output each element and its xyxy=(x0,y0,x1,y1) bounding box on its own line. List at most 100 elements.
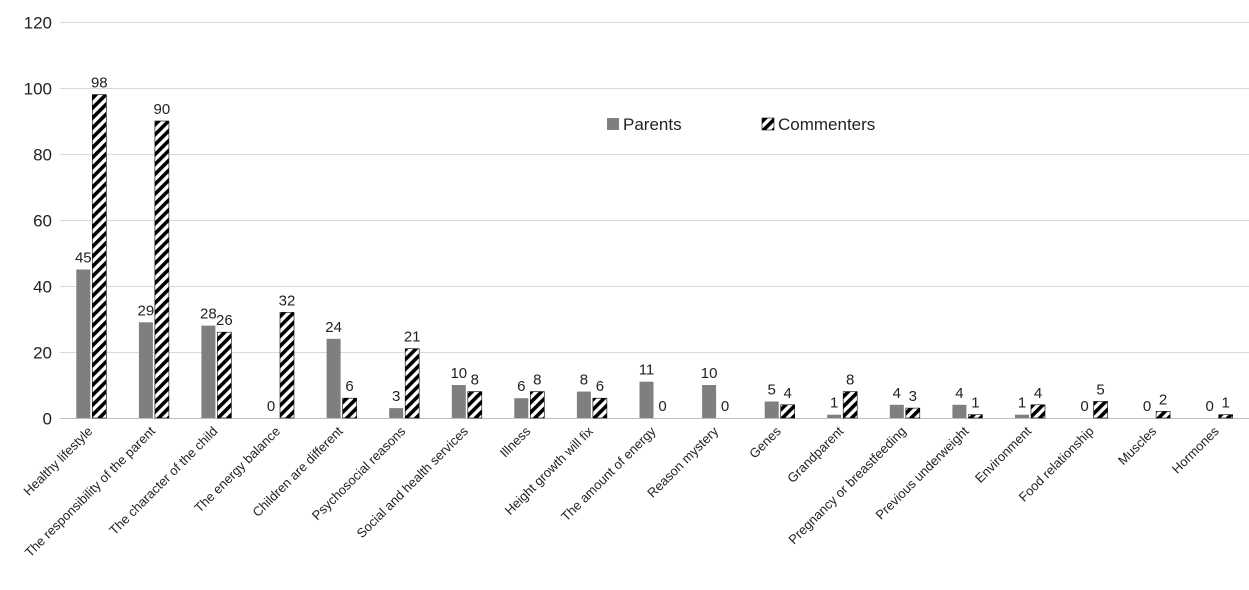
bar-parents xyxy=(389,408,404,418)
bar-parents xyxy=(76,269,91,418)
bar-parents xyxy=(889,404,904,418)
bar-parents xyxy=(952,404,967,418)
bar-commenters xyxy=(905,407,921,419)
x-tick-label: Genes xyxy=(746,423,784,461)
legend: Parents Commenters xyxy=(607,115,875,134)
bar-parents xyxy=(514,398,529,418)
data-label-parents: 10 xyxy=(701,365,718,382)
y-tick-label: 40 xyxy=(33,278,52,297)
data-label-commenters: 1 xyxy=(1222,395,1230,412)
data-label-parents: 0 xyxy=(1080,398,1088,415)
data-label-commenters: 8 xyxy=(471,372,479,389)
bar-commenters xyxy=(279,312,295,419)
bar-parents xyxy=(764,401,779,418)
bar-parents xyxy=(702,385,717,418)
data-label-parents: 11 xyxy=(639,362,655,379)
bar-parents xyxy=(576,391,591,418)
bar-commenters xyxy=(342,397,357,419)
data-label-commenters: 4 xyxy=(784,385,792,402)
data-label-commenters: 21 xyxy=(404,329,421,346)
data-label-parents: 1 xyxy=(1018,395,1026,412)
bar-parents xyxy=(451,385,466,418)
data-label-parents: 24 xyxy=(325,319,342,336)
y-tick-label: 20 xyxy=(33,344,52,363)
data-label-parents: 4 xyxy=(955,385,963,402)
data-label-parents: 29 xyxy=(138,302,155,319)
bar-commenters xyxy=(92,94,107,419)
data-label-parents: 28 xyxy=(200,306,217,323)
legend-item-parents: Parents xyxy=(607,115,682,134)
legend-label: Parents xyxy=(623,115,682,134)
data-label-commenters: 4 xyxy=(1034,385,1042,402)
bar-parents xyxy=(639,381,654,418)
y-tick-label: 120 xyxy=(24,14,52,33)
data-label-parents: 0 xyxy=(1206,398,1214,415)
x-tick-label: Social and health services xyxy=(354,423,472,541)
data-label-parents: 1 xyxy=(830,395,838,412)
data-label-parents: 10 xyxy=(450,365,467,382)
bar-commenters xyxy=(217,331,232,419)
y-tick-label: 0 xyxy=(43,410,52,429)
data-label-commenters: 3 xyxy=(909,388,917,405)
legend-swatch-parents xyxy=(607,118,619,130)
data-label-parents: 5 xyxy=(768,382,776,399)
data-label-parents: 8 xyxy=(580,372,588,389)
data-label-commenters: 1 xyxy=(971,395,979,412)
y-tick-label: 100 xyxy=(24,80,52,99)
bar-commenters xyxy=(154,120,170,419)
x-tick-label: Environment xyxy=(972,423,1034,485)
bar-commenters xyxy=(1093,401,1108,419)
x-tick-label: The character of the child xyxy=(106,424,220,538)
y-axis-ticks: 0 20 40 60 80 100 120 xyxy=(24,14,52,429)
data-label-parents: 0 xyxy=(267,398,275,415)
data-label-commenters: 6 xyxy=(596,378,604,395)
data-label-commenters: 98 xyxy=(91,75,108,92)
bar-commenters xyxy=(968,414,983,419)
data-label-commenters: 5 xyxy=(1096,382,1104,399)
bar-parents xyxy=(201,325,216,418)
data-label-commenters: 8 xyxy=(846,372,854,389)
bar-parents xyxy=(1015,414,1029,418)
bar-parents xyxy=(326,338,341,418)
data-label-parents: 4 xyxy=(893,385,901,402)
bar-commenters xyxy=(404,348,420,419)
bar-commenters xyxy=(780,404,796,419)
x-tick-label: Pregnancy or breastfeeding xyxy=(785,424,909,548)
bar-commenters xyxy=(592,397,608,419)
data-label-commenters: 0 xyxy=(721,398,729,415)
data-label-parents: 6 xyxy=(517,378,525,395)
x-tick-label: Grandparent xyxy=(784,423,846,485)
data-label-commenters: 0 xyxy=(658,398,666,415)
data-label-commenters: 8 xyxy=(533,372,541,389)
data-label-parents: 3 xyxy=(392,388,400,405)
bar-commenters xyxy=(842,391,858,419)
bar-parents xyxy=(138,322,153,418)
bars xyxy=(76,94,1233,419)
x-tick-label: The responsibility of the parent xyxy=(22,423,159,560)
bar-commenters xyxy=(1155,411,1171,419)
bar-commenters xyxy=(529,391,545,419)
x-tick-label: Muscles xyxy=(1115,423,1160,468)
x-tick-label: Hormones xyxy=(1169,423,1222,476)
data-label-commenters: 90 xyxy=(154,101,171,118)
data-label-commenters: 32 xyxy=(279,292,296,309)
data-label-commenters: 26 xyxy=(216,312,233,329)
legend-label: Commenters xyxy=(778,115,875,134)
y-tick-label: 80 xyxy=(33,146,52,165)
bar-commenters xyxy=(1030,404,1046,419)
legend-item-commenters: Commenters xyxy=(761,115,875,134)
data-label-commenters: 2 xyxy=(1159,391,1167,408)
gridlines xyxy=(60,22,1249,419)
legend-swatch-commenters xyxy=(761,117,775,131)
bar-commenters xyxy=(467,391,483,419)
bar-commenters xyxy=(1218,414,1233,419)
x-tick-label: Illness xyxy=(497,423,534,460)
bar-parents xyxy=(827,414,842,418)
data-label-parents: 45 xyxy=(75,250,92,267)
y-tick-label: 60 xyxy=(33,212,52,231)
data-label-parents: 0 xyxy=(1143,398,1151,415)
